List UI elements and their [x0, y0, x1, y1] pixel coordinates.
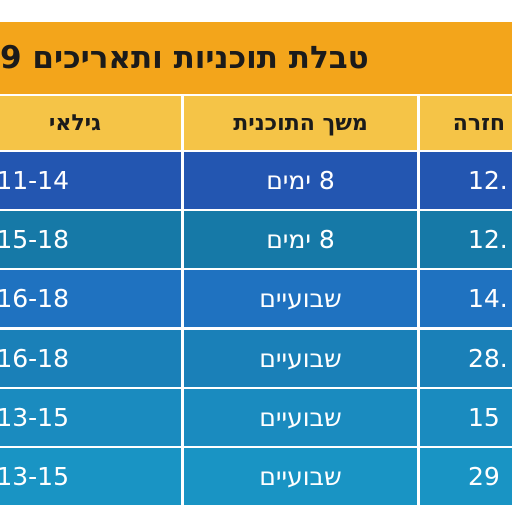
table-cell: 12. [420, 211, 512, 268]
table-cell: 14. [420, 270, 512, 327]
table-cell: 8 ימים [184, 152, 417, 209]
table-cell: 16-18 [0, 330, 181, 387]
table-cell: 13-15 [0, 389, 181, 446]
header-cell: משך התוכנית [184, 96, 417, 150]
header-cell: חזרה [420, 96, 512, 150]
header-cell: גילאי [0, 96, 181, 150]
table-cell: 29 [420, 448, 512, 505]
table-cell: 13-15 [0, 448, 181, 505]
table-cell: 8 ימים [184, 211, 417, 268]
table-cell: שבועיים [184, 448, 417, 505]
table-cell: שבועיים [184, 389, 417, 446]
table-cell: שבועיים [184, 330, 417, 387]
table-cell: שבועיים [184, 270, 417, 327]
table-cell: 11-14 [0, 152, 181, 209]
table-cell: 15-18 [0, 211, 181, 268]
table-cell: 28. [420, 330, 512, 387]
title: טבלת תוכניות ותאריכים 9 [0, 22, 512, 94]
table-cell: 15 [420, 389, 512, 446]
table-cell: 12. [420, 152, 512, 209]
table-cell: 16-18 [0, 270, 181, 327]
